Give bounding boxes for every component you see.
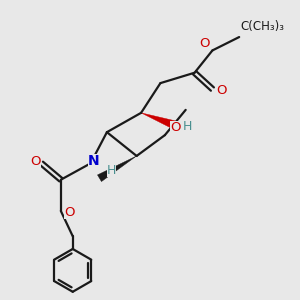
- Polygon shape: [141, 113, 175, 129]
- Text: O: O: [200, 38, 210, 50]
- Text: C(CH₃)₃: C(CH₃)₃: [241, 20, 285, 33]
- Text: N: N: [88, 154, 99, 168]
- Text: O: O: [170, 121, 181, 134]
- Text: O: O: [30, 155, 41, 168]
- Text: H: H: [107, 164, 116, 177]
- Polygon shape: [98, 156, 136, 182]
- Text: H: H: [182, 120, 192, 133]
- Text: O: O: [64, 206, 74, 219]
- Text: O: O: [217, 84, 227, 97]
